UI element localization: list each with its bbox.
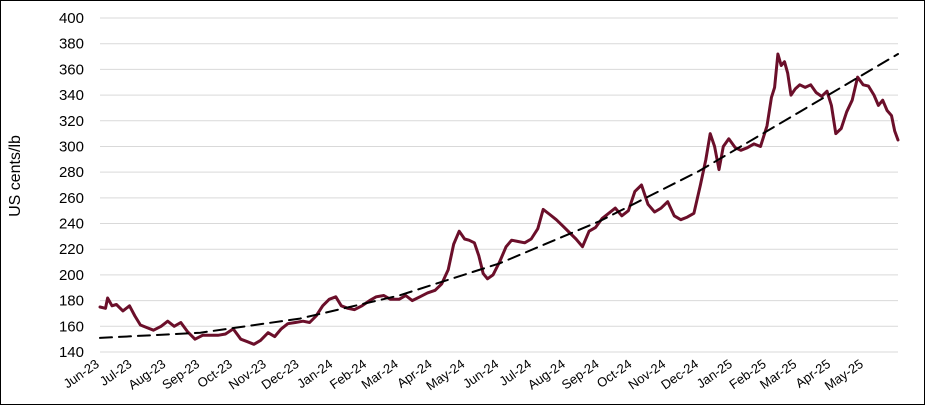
y-tick-label: 360: [59, 61, 84, 78]
y-tick-label: 260: [59, 190, 84, 207]
y-tick-label: 280: [59, 164, 84, 181]
x-tick-label: Aug-23: [125, 356, 168, 392]
x-tick-label: Sep-23: [159, 356, 202, 392]
x-tick-label: Dec-23: [259, 356, 302, 392]
price-line: [98, 52, 900, 346]
x-tick-label: Jan-25: [694, 356, 735, 391]
x-tick-label: Dec-24: [658, 356, 701, 392]
x-tick-label: Jun-24: [460, 356, 501, 391]
x-tick-label: Aug-24: [525, 356, 568, 392]
y-tick-label: 180: [59, 293, 84, 310]
y-tick-label: 400: [59, 10, 84, 27]
y-tick-label: 300: [59, 138, 84, 155]
x-tick-label: Sep-24: [559, 356, 602, 392]
y-tick-label: 340: [59, 87, 84, 104]
y-tick-label: 220: [59, 241, 84, 258]
y-axis-ticks: 140 160 180 200 220 240 260 280 300 320 340 360 380 4…: [59, 10, 84, 361]
x-tick-label: Jun-23: [61, 356, 102, 391]
y-tick-label: 320: [59, 113, 84, 130]
x-tick-label: Mar-24: [358, 356, 400, 392]
series-lines: [98, 52, 900, 346]
y-tick-label: 200: [59, 267, 84, 284]
x-tick-label: Jan-24: [294, 356, 335, 391]
y-tick-label: 160: [59, 318, 84, 335]
grid-lines: [100, 17, 898, 353]
y-tick-label: 140: [59, 344, 84, 361]
y-tick-label: 240: [59, 216, 84, 233]
y-axis-label: US cents/lb: [7, 135, 24, 217]
y-tick-label: 380: [59, 36, 84, 53]
trend-line: [99, 53, 899, 339]
x-axis-ticks: Jun-23Jul-23Aug-23Sep-23Oct-23Nov-23Dec-…: [61, 356, 866, 393]
